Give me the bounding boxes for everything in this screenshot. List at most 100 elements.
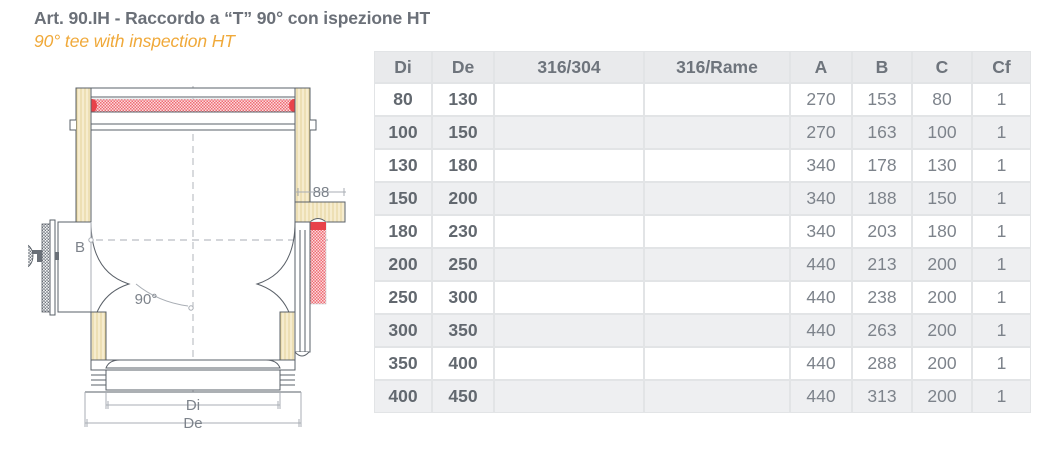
cell-c: 200: [913, 315, 971, 346]
cell-rame: [645, 150, 789, 181]
spec-table-body: 80 130 270 153 80 1 100 150 270 163 100 1 130 180 340 1…: [375, 84, 1030, 412]
dimension-b: [88, 222, 94, 312]
inspection-door: [28, 219, 59, 316]
table-row: 350 400 440 288 200 1: [375, 348, 1030, 379]
cell-cf: 1: [973, 315, 1030, 346]
cell-rame: [645, 249, 789, 280]
cell-c: 200: [913, 381, 971, 412]
cell-b: 203: [853, 216, 911, 247]
cell-rame: [645, 315, 789, 346]
cell-b: 313: [853, 381, 911, 412]
table-row: 300 350 440 263 200 1: [375, 315, 1030, 346]
dimension-di-label: Di: [186, 397, 200, 414]
cell-s316: [495, 84, 643, 115]
cell-c: 200: [913, 282, 971, 313]
table-row: 180 230 340 203 180 1: [375, 216, 1030, 247]
cell-a: 340: [791, 150, 851, 181]
cell-a: 340: [791, 183, 851, 214]
tee-body: [57, 221, 296, 347]
cell-de: 150: [433, 117, 493, 148]
cell-b: 213: [853, 249, 911, 280]
cell-di: 250: [375, 282, 431, 313]
cell-cf: 1: [973, 282, 1030, 313]
cell-rame: [645, 348, 789, 379]
cell-de: 400: [433, 348, 493, 379]
cell-a: 440: [791, 315, 851, 346]
cell-rame: [645, 84, 789, 115]
cell-rame: [645, 117, 789, 148]
cell-b: 163: [853, 117, 911, 148]
cell-s316: [495, 249, 643, 280]
heading-block: Art. 90.IH - Raccordo a “T” 90° con ispe…: [34, 8, 554, 53]
cell-c: 200: [913, 249, 971, 280]
table-header-row: Di De 316/304 316/Rame A B C Cf: [375, 52, 1030, 82]
cell-s316: [495, 381, 643, 412]
insulation-left: [75, 87, 92, 223]
cell-s316: [495, 282, 643, 313]
cell-di: 80: [375, 84, 431, 115]
cell-a: 440: [791, 381, 851, 412]
column-header-de: De: [433, 52, 493, 82]
dimension-di: [105, 392, 281, 409]
spec-table-container: Di De 316/304 316/Rame A B C Cf 80 130 270 153 80 1 1…: [373, 50, 1030, 414]
cell-rame: [645, 381, 789, 412]
table-row: 130 180 340 178 130 1: [375, 150, 1030, 181]
dimension-88: [296, 188, 346, 196]
cell-di: 180: [375, 216, 431, 247]
cell-cf: 1: [973, 183, 1030, 214]
cell-a: 340: [791, 216, 851, 247]
cell-a: 440: [791, 249, 851, 280]
table-row: 250 300 440 238 200 1: [375, 282, 1030, 313]
cell-a: 440: [791, 348, 851, 379]
cell-di: 200: [375, 249, 431, 280]
cell-de: 250: [433, 249, 493, 280]
cell-de: 180: [433, 150, 493, 181]
cell-b: 288: [853, 348, 911, 379]
dimension-de: [84, 392, 302, 427]
cell-di: 400: [375, 381, 431, 412]
cell-b: 188: [853, 183, 911, 214]
cell-cf: 1: [973, 84, 1030, 115]
cell-cf: 1: [973, 216, 1030, 247]
column-header-s316: 316/304: [495, 52, 643, 82]
cell-c: 150: [913, 183, 971, 214]
top-socket: [75, 87, 311, 131]
cell-de: 350: [433, 315, 493, 346]
right-outlet: [294, 221, 327, 357]
column-header-cf: Cf: [973, 52, 1030, 82]
cell-di: 350: [375, 348, 431, 379]
table-row: 100 150 270 163 100 1: [375, 117, 1030, 148]
cell-de: 200: [433, 183, 493, 214]
column-header-rame: 316/Rame: [645, 52, 789, 82]
bottom-spigot: [85, 311, 301, 393]
cell-de: 230: [433, 216, 493, 247]
cell-s316: [495, 117, 643, 148]
cell-a: 440: [791, 282, 851, 313]
tee-cross-section-svg: 88 B 90°: [28, 86, 346, 432]
column-header-a: A: [791, 52, 851, 82]
column-header-c: C: [913, 52, 971, 82]
cell-s316: [495, 183, 643, 214]
column-header-di: Di: [375, 52, 431, 82]
cell-b: 178: [853, 150, 911, 181]
spec-table-head: Di De 316/304 316/Rame A B C Cf: [375, 52, 1030, 82]
cell-rame: [645, 282, 789, 313]
dimension-de-label: De: [183, 415, 202, 432]
angle-callout: [135, 283, 194, 311]
cell-cf: 1: [973, 117, 1030, 148]
page-title: Art. 90.IH - Raccordo a “T” 90° con ispe…: [34, 8, 431, 28]
table-row: 200 250 440 213 200 1: [375, 249, 1030, 280]
cell-cf: 1: [973, 150, 1030, 181]
table-row: 150 200 340 188 150 1: [375, 183, 1030, 214]
angle-label: 90°: [135, 291, 158, 308]
cell-de: 130: [433, 84, 493, 115]
cell-a: 270: [791, 84, 851, 115]
cell-a: 270: [791, 117, 851, 148]
cell-s316: [495, 348, 643, 379]
cell-c: 100: [913, 117, 971, 148]
technical-drawing: 88 B 90°: [28, 72, 358, 432]
cell-s316: [495, 216, 643, 247]
cell-c: 80: [913, 84, 971, 115]
cell-di: 130: [375, 150, 431, 181]
cell-c: 180: [913, 216, 971, 247]
